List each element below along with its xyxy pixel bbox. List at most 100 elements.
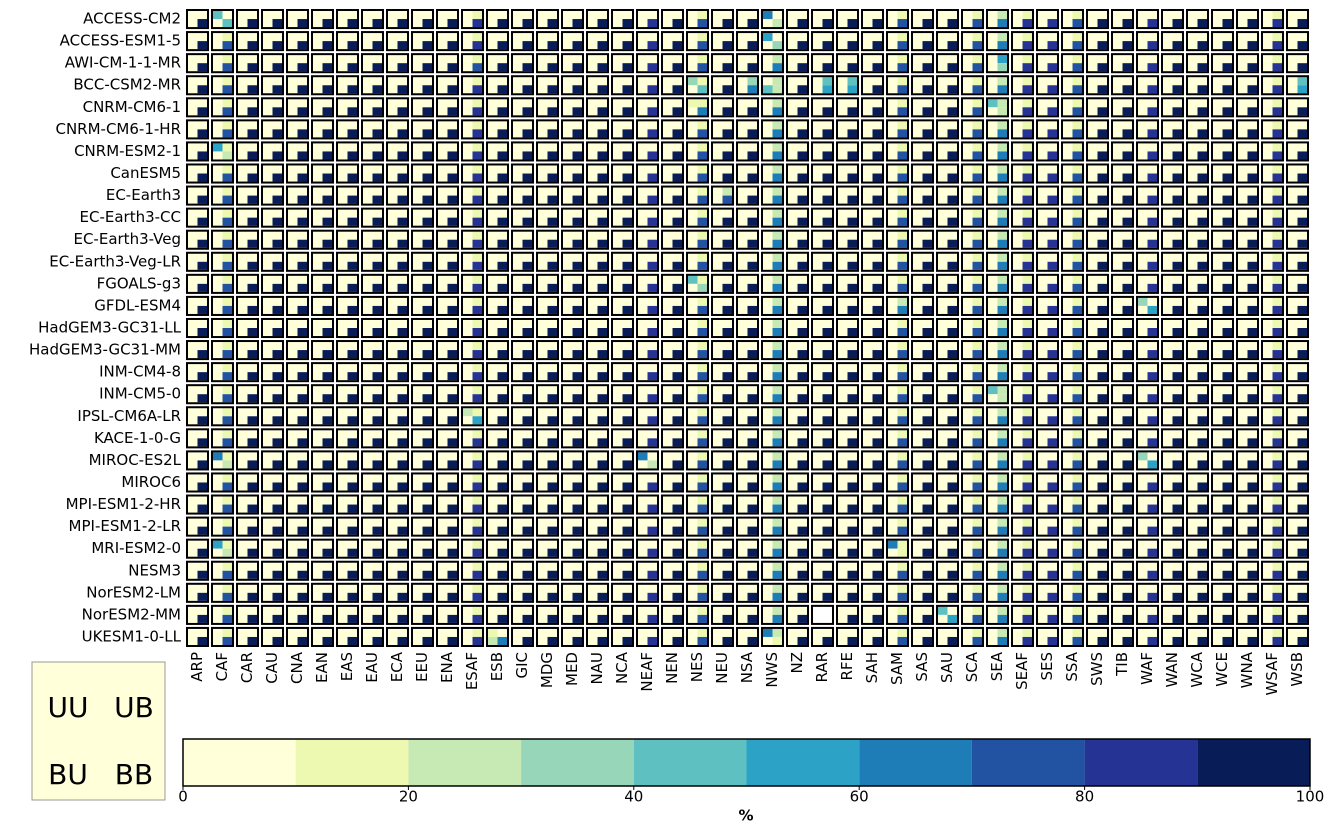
sub-cell — [1063, 107, 1073, 116]
sub-cell — [397, 85, 407, 94]
sub-cell — [1138, 386, 1148, 395]
sub-cell — [1147, 19, 1157, 28]
sub-cell — [813, 63, 823, 72]
sub-cell — [297, 394, 307, 403]
sub-cell — [722, 297, 732, 306]
sub-cell — [913, 41, 923, 50]
cell-border — [1061, 141, 1084, 162]
sub-cell — [838, 165, 848, 174]
cell-border — [436, 273, 459, 294]
cell-border — [536, 362, 559, 383]
sub-cell — [738, 231, 748, 240]
sub-cell — [188, 231, 198, 240]
sub-cell — [888, 63, 898, 72]
sub-cell — [247, 143, 257, 152]
sub-cell — [1188, 11, 1198, 20]
sub-cell — [288, 217, 298, 226]
sub-cell — [713, 107, 723, 116]
sub-cell — [272, 342, 282, 351]
sub-cell — [672, 41, 682, 50]
sub-cell — [272, 107, 282, 116]
sub-cell — [388, 195, 398, 204]
sub-cell — [888, 342, 898, 351]
sub-cell — [1238, 143, 1248, 152]
sub-cell — [347, 416, 357, 425]
sub-cell — [372, 151, 382, 160]
sub-cell — [197, 372, 207, 381]
sub-cell — [472, 217, 482, 226]
sub-cell — [897, 121, 907, 130]
sub-cell — [688, 217, 698, 226]
sub-cell — [738, 319, 748, 328]
sub-cell — [372, 231, 382, 240]
cell-border — [611, 119, 634, 140]
sub-cell — [888, 85, 898, 94]
sub-cell — [472, 350, 482, 359]
sub-cell — [563, 342, 573, 351]
sub-cell — [863, 63, 873, 72]
sub-cell — [663, 19, 673, 28]
sub-cell — [322, 129, 332, 138]
sub-cell — [947, 85, 957, 94]
sub-cell — [472, 143, 482, 152]
sub-cell — [247, 319, 257, 328]
sub-cell — [1197, 386, 1207, 395]
sub-cell — [913, 121, 923, 130]
sub-cell — [1038, 342, 1048, 351]
sub-cell — [663, 99, 673, 108]
cell-border — [311, 340, 334, 361]
cell-border — [786, 273, 809, 294]
sub-cell — [788, 195, 798, 204]
sub-cell — [297, 209, 307, 218]
cell-border — [386, 251, 409, 272]
sub-cell — [1047, 63, 1057, 72]
sub-cell — [1097, 11, 1107, 20]
cell-border — [486, 31, 509, 52]
sub-cell — [1063, 297, 1073, 306]
sub-cell — [1197, 11, 1207, 20]
sub-cell — [638, 19, 648, 28]
cell-border — [986, 141, 1009, 162]
cell-border — [1086, 251, 1109, 272]
sub-cell — [388, 107, 398, 116]
cell-border — [961, 317, 984, 339]
sub-cell — [922, 121, 932, 130]
sub-cell — [1063, 239, 1073, 248]
sub-cell — [763, 187, 773, 196]
sub-cell — [1047, 11, 1057, 20]
sub-cell — [463, 19, 473, 28]
cell-border — [886, 31, 909, 52]
sub-cell — [622, 283, 632, 292]
sub-cell — [363, 253, 373, 262]
sub-cell — [1222, 209, 1232, 218]
sub-cell — [422, 386, 432, 395]
sub-cell — [1263, 239, 1273, 248]
sub-cell — [1272, 85, 1282, 94]
sub-cell — [838, 386, 848, 395]
cell-border — [1086, 53, 1109, 74]
sub-cell — [1197, 305, 1207, 314]
sub-cell — [922, 143, 932, 152]
cell-border — [636, 207, 659, 228]
cell-border — [261, 9, 284, 30]
sub-cell — [663, 173, 673, 182]
sub-cell — [247, 151, 257, 160]
sub-cell — [1213, 63, 1223, 72]
sub-cell — [272, 173, 282, 182]
cell-border — [436, 119, 459, 140]
cell-border — [361, 406, 384, 427]
sub-cell — [472, 416, 482, 425]
sub-cell — [938, 305, 948, 314]
sub-cell — [1247, 364, 1257, 373]
sub-cell — [1038, 77, 1048, 86]
sub-cell — [638, 63, 648, 72]
sub-cell — [447, 11, 457, 20]
cell-border — [1236, 185, 1259, 206]
sub-cell — [1063, 305, 1073, 314]
sub-cell — [797, 107, 807, 116]
sub-cell — [847, 217, 857, 226]
sub-cell — [1038, 151, 1048, 160]
sub-cell — [347, 151, 357, 160]
sub-cell — [1297, 394, 1307, 403]
sub-cell — [997, 342, 1007, 351]
